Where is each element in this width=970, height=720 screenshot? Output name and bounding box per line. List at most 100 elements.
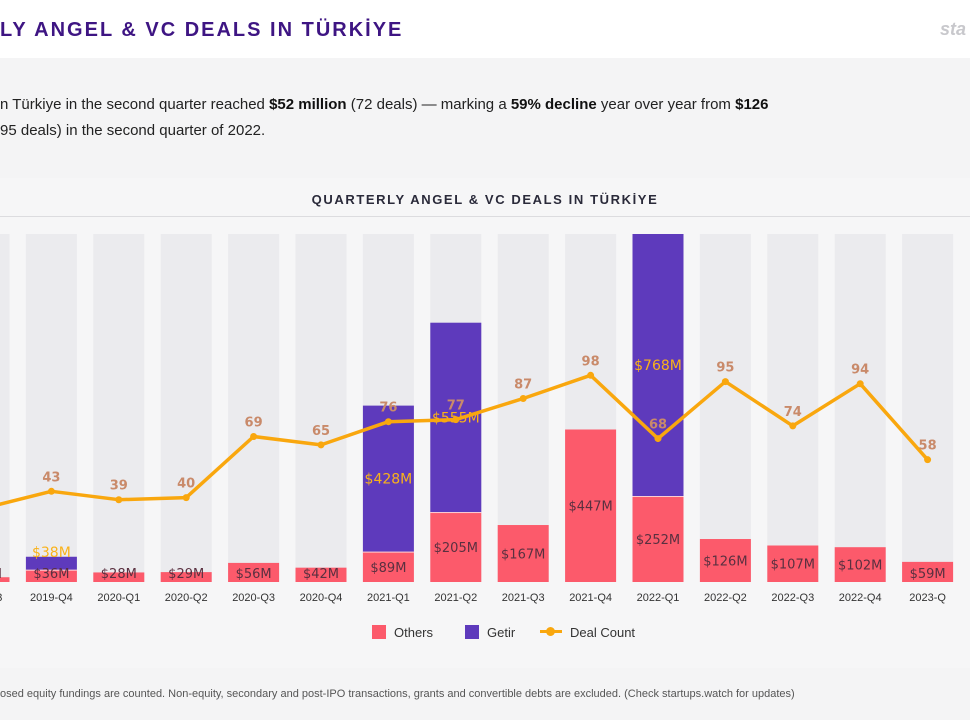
x-tick-label: 2021-Q2: [434, 592, 477, 604]
bar-background: [93, 234, 145, 582]
bar-background: [834, 234, 886, 582]
deal-count-point: [47, 487, 55, 495]
bar-label-others: $167M: [501, 548, 545, 563]
footnote: osed equity fundings are counted. Non-eq…: [0, 688, 795, 700]
x-tick-label: 2021-Q4: [569, 592, 612, 604]
x-tick-label: 2020-Q4: [300, 592, 343, 604]
legend-swatch-deal-count: [540, 625, 562, 639]
summary-prior-amount: $126: [735, 96, 769, 113]
bar-background: [160, 234, 212, 582]
deal-count-point: [924, 456, 932, 464]
deal-count-point: [856, 380, 864, 388]
deal-count-label: 74: [784, 405, 802, 420]
deal-count-label: 94: [851, 363, 869, 378]
deal-count-label: 43: [42, 470, 60, 485]
deal-count-label: 65: [312, 424, 330, 439]
bar-label-others: $29M: [168, 567, 204, 582]
legend-swatch-others: [372, 625, 386, 639]
bar-background: [699, 234, 751, 582]
bar-getir: [632, 234, 684, 497]
bar-background: [767, 234, 819, 582]
chart-title: QUARTERLY ANGEL & VC DEALS IN TÜRKİYE: [311, 192, 659, 207]
x-tick-label: 2020-Q2: [165, 592, 208, 604]
bar-others: [295, 567, 347, 582]
deal-count-label: 39: [110, 479, 128, 494]
legend-label-others: Others: [394, 625, 434, 640]
legend-label-deal-count: Deal Count: [570, 625, 636, 640]
bar-others: [93, 572, 145, 582]
legend-swatch-getir: [465, 625, 479, 639]
bar-background: [0, 234, 10, 582]
summary-text-a: n Türkiye in the second quarter reached: [0, 96, 270, 113]
deal-count-label: 95: [716, 361, 734, 376]
legend-item-getir[interactable]: Getir: [465, 625, 515, 640]
bar-separator: [632, 496, 684, 498]
bar-background: [902, 234, 954, 582]
bar-label-others: $59M: [910, 567, 946, 582]
bar-label-others: $252M: [636, 533, 680, 548]
bar-others: [362, 551, 414, 582]
summary-line-2: 95 deals) in the second quarter of 2022.: [0, 122, 266, 139]
deal-count-label: 40: [177, 477, 195, 492]
bar-separator: [362, 551, 414, 553]
bar-getir: [25, 556, 77, 570]
bar-label-getir: $428M: [365, 472, 413, 488]
x-tick-label: 2022-Q3: [771, 592, 814, 604]
x-tick-label: 2023-Q: [909, 592, 946, 604]
x-tick-label: 2021-Q1: [367, 592, 410, 604]
deal-count-point: [587, 371, 595, 379]
bar-label-getir: $38M: [32, 545, 71, 561]
summary-text-e: year over year from: [596, 96, 736, 113]
header-bar: LY ANGEL & VC DEALS IN TÜRKİYE sta: [0, 0, 970, 58]
bar-others: [632, 496, 684, 582]
x-tick-label: 2019-Q4: [30, 592, 73, 604]
bar-others: [0, 577, 10, 582]
bar-others: [902, 561, 954, 582]
deal-count-point: [721, 378, 729, 386]
bar-label-others: $126M: [703, 555, 747, 570]
deal-count-point: [654, 435, 662, 443]
bar-background: [497, 234, 549, 582]
chart-divider: [0, 216, 970, 217]
bar-others: [834, 547, 886, 582]
bar-background: [295, 234, 347, 582]
bar-others: [699, 539, 751, 582]
deal-count-label: 76: [379, 401, 397, 416]
bar-label-others: $56M: [236, 567, 272, 582]
bar-label-getir: $768M: [634, 358, 682, 374]
deal-count-point: [250, 432, 258, 440]
bar-others: [497, 525, 549, 582]
x-tick-label: 019-Q3: [0, 592, 2, 604]
summary-text-c: (72 deals) — marking a: [346, 96, 511, 113]
bar-others: [565, 429, 617, 582]
bar-others: [228, 562, 280, 582]
bar-label-others: $14M: [0, 567, 2, 582]
summary-line-1: n Türkiye in the second quarter reached …: [0, 92, 960, 118]
x-tick-label: 2020-Q1: [97, 592, 140, 604]
deal-count-point: [115, 496, 123, 504]
bar-label-others: $36M: [33, 567, 69, 582]
deal-count-point: [519, 395, 527, 403]
deal-count-point: [317, 441, 325, 449]
bar-getir: [362, 405, 414, 552]
bar-others: [160, 572, 212, 582]
legend-item-others[interactable]: Others: [372, 625, 433, 640]
bar-label-others: $447M: [568, 500, 612, 515]
summary-amount: $52 million: [269, 96, 347, 113]
deal-count-point: [789, 422, 797, 430]
x-tick-label: 2022-Q2: [704, 592, 747, 604]
deal-count-point: [182, 494, 190, 502]
bar-label-others: $89M: [370, 561, 406, 576]
deal-count-label: 68: [649, 418, 667, 433]
bar-others: [430, 512, 482, 582]
bar-background: [228, 234, 280, 582]
brand-logo[interactable]: sta: [940, 19, 967, 39]
x-tick-label: 2022-Q4: [839, 592, 882, 604]
bar-label-others: $205M: [434, 541, 478, 556]
deal-count-point: [384, 418, 392, 426]
summary-text: n Türkiye in the second quarter reached …: [0, 92, 960, 144]
x-tick-label: 2020-Q3: [232, 592, 275, 604]
legend-item-deal-count[interactable]: Deal Count: [540, 625, 635, 640]
bar-separator: [430, 512, 482, 514]
